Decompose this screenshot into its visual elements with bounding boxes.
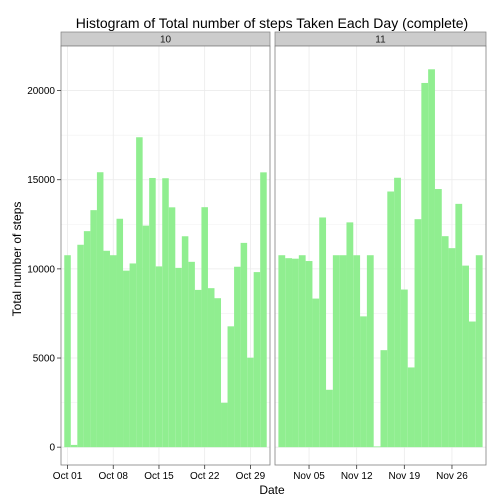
- bar-2012-11-26: [448, 248, 456, 448]
- bar-2012-10-07: [103, 250, 110, 448]
- bar-2012-11-09: [332, 255, 340, 448]
- bar-2012-10-25: [221, 402, 228, 448]
- bar-2012-11-11: [346, 222, 354, 448]
- bar-2012-10-13: [142, 225, 150, 448]
- bar-2012-11-28: [462, 265, 469, 448]
- x-tick-label: Oct 08: [99, 471, 129, 482]
- bar-2012-10-24: [214, 298, 222, 448]
- x-tick-label: Nov 05: [293, 471, 325, 482]
- bar-2012-11-12: [353, 255, 361, 448]
- bar-2012-10-02: [70, 444, 78, 448]
- bar-2012-11-20: [407, 367, 415, 448]
- bar-2012-10-10: [123, 270, 130, 448]
- x-tick-label: Oct 29: [236, 471, 266, 482]
- bar-2012-10-22: [201, 207, 208, 448]
- bar-2012-11-04: [298, 255, 306, 448]
- panel-border: [274, 45, 487, 466]
- bar-2012-11-01: [278, 255, 286, 448]
- x-tick-label: Nov 12: [341, 471, 373, 482]
- bar-2012-10-30: [253, 272, 261, 448]
- bar-2012-11-10: [339, 255, 347, 448]
- bar-2012-11-18: [394, 177, 401, 448]
- bar-2012-11-23: [428, 69, 435, 448]
- y-tick-label: 20000: [27, 86, 55, 97]
- bar-2012-11-05: [305, 261, 313, 448]
- bar-2012-11-29: [468, 321, 476, 448]
- x-tick-label: Oct 01: [53, 471, 83, 482]
- bar-2012-10-28: [240, 242, 248, 448]
- bar-2012-10-11: [129, 263, 137, 448]
- bar-2012-11-17: [387, 191, 395, 448]
- bar-2012-10-06: [96, 172, 104, 448]
- y-tick-label: 0: [49, 443, 55, 454]
- bar-2012-11-27: [455, 203, 463, 448]
- y-tick-label: 10000: [27, 264, 55, 275]
- bar-2012-10-12: [136, 137, 143, 448]
- bar-2012-11-08: [326, 389, 333, 448]
- x-tick-label: Oct 15: [144, 471, 174, 482]
- bar-2012-10-21: [194, 289, 202, 448]
- x-tick-label: Nov 26: [436, 471, 468, 482]
- y-tick-label: 5000: [33, 354, 56, 365]
- bar-2012-11-07: [319, 217, 327, 448]
- x-tick-label: Oct 22: [190, 471, 220, 482]
- bar-2012-10-19: [181, 236, 189, 448]
- bar-2012-11-16: [380, 350, 388, 448]
- bar-2012-10-23: [207, 288, 215, 448]
- bar-2012-10-16: [162, 178, 169, 448]
- bar-2012-10-01: [64, 255, 71, 448]
- bar-2012-11-13: [360, 316, 367, 448]
- bar-2012-11-25: [441, 236, 449, 448]
- panel-border: [60, 45, 271, 466]
- bar-2012-11-02: [285, 258, 293, 448]
- bar-2012-10-18: [175, 267, 182, 448]
- bar-2012-10-17: [168, 207, 176, 448]
- bar-2012-10-15: [155, 266, 163, 448]
- bar-2012-11-19: [400, 289, 408, 448]
- bar-2012-10-03: [77, 244, 84, 448]
- facet-panels: 10 Oct 01 Oct 08 Oct 15 Oct 22 Oct 29 11 Nov 05…: [53, 31, 487, 482]
- facet-strip-label: 10: [160, 35, 172, 46]
- bar-2012-11-03: [292, 258, 299, 448]
- bar-2012-10-27: [234, 266, 241, 448]
- bar-2012-10-14: [149, 177, 156, 448]
- bar-2012-10-20: [188, 261, 195, 448]
- facet-panel-10: 10 Oct 01 Oct 08 Oct 15 Oct 22 Oct 29: [53, 31, 271, 482]
- bar-2012-10-08: [109, 255, 117, 448]
- bar-2012-10-09: [116, 218, 124, 448]
- bar-2012-11-15: [373, 446, 381, 448]
- bar-2012-10-04: [83, 231, 91, 448]
- bar-2012-11-22: [421, 82, 429, 448]
- bar-2012-11-21: [414, 219, 422, 448]
- x-axis-title: Date: [259, 483, 285, 497]
- y-axis: 0 5000 10000 15000 20000: [27, 86, 61, 454]
- y-tick-label: 15000: [27, 175, 55, 186]
- chart-title: Histogram of Total number of steps Taken…: [76, 15, 468, 31]
- facet-panel-11: 11 Nov 05 Nov 12 Nov 19 Nov 26: [274, 31, 487, 482]
- bar-2012-11-30: [475, 255, 483, 448]
- bar-2012-11-14: [366, 255, 374, 448]
- bar-2012-10-05: [90, 210, 97, 448]
- bar-2012-10-29: [247, 357, 254, 448]
- x-tick-label: Nov 19: [388, 471, 420, 482]
- facet-strip-label: 11: [375, 35, 386, 46]
- y-axis-title: Total number of steps: [10, 202, 24, 317]
- bar-2012-10-31: [260, 172, 267, 448]
- bar-2012-11-06: [312, 298, 320, 448]
- bar-2012-11-24: [434, 189, 442, 448]
- bar-2012-10-26: [227, 326, 235, 448]
